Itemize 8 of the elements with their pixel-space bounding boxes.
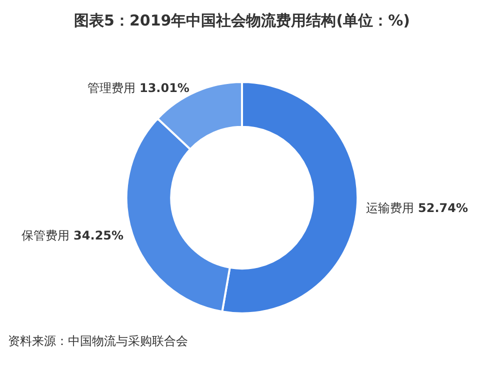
- text: 资料来源：中国物流与采购联合会: [8, 334, 188, 348]
- chart-title: 图表5：2019年中国社会物流费用结构(单位：%): [74, 12, 410, 30]
- data-label: 52.74%: [418, 200, 468, 215]
- slice-label: 管理费用: [88, 80, 140, 95]
- slice-label: 运输费用: [366, 200, 418, 215]
- data-label: 13.01%: [139, 80, 190, 95]
- slice-label: 保管费用: [22, 228, 74, 243]
- data-label: 34.25%: [74, 228, 124, 243]
